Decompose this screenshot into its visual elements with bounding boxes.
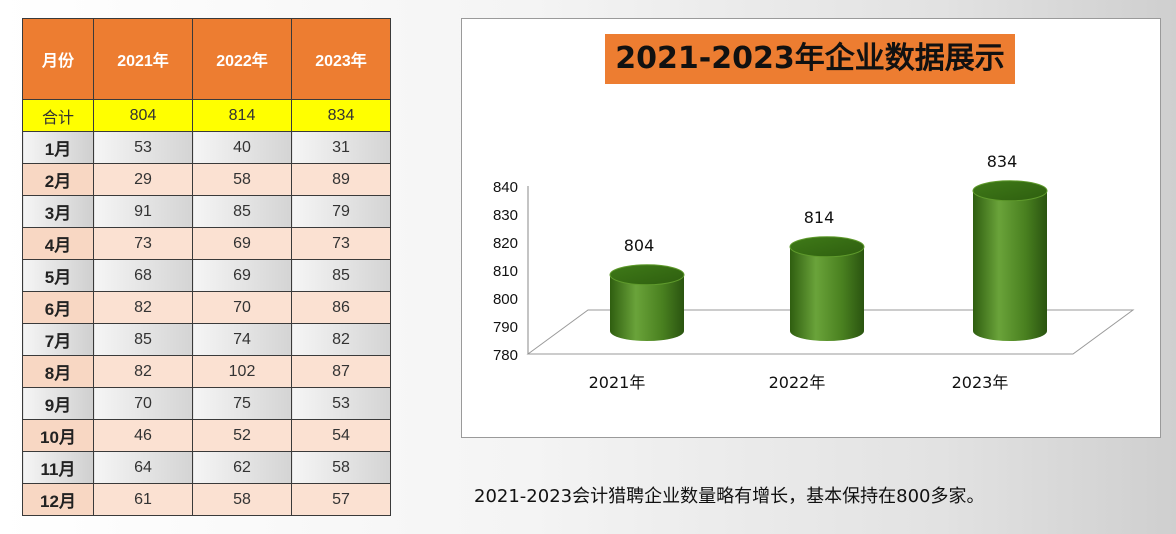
month-cell: 1月	[22, 131, 94, 164]
table-row: 9月 70 75 53	[22, 387, 391, 420]
bar-cylinder-top	[972, 180, 1048, 202]
table-row: 10月 46 52 54	[22, 419, 391, 452]
value-cell: 70	[192, 291, 292, 324]
month-cell: 11月	[22, 451, 94, 484]
value-cell: 73	[291, 227, 391, 260]
table-row: 4月 73 69 73	[22, 227, 391, 260]
data-label: 834	[987, 152, 1018, 171]
summary-note: 2021-2023会计猎聘企业数量略有增长，基本保持在800多家。	[474, 486, 985, 507]
value-cell: 58	[192, 163, 292, 196]
value-cell: 70	[93, 387, 193, 420]
month-cell: 9月	[22, 387, 94, 420]
bar-chart: 780 790 800 810 820 830 840 804 2021年 814 2022年 834…	[493, 152, 1135, 392]
total-row: 合计 804 814 834	[22, 99, 391, 132]
header-2023: 2023年	[291, 18, 391, 100]
value-cell: 89	[291, 163, 391, 196]
value-cell: 40	[192, 131, 292, 164]
bar-cylinder-2023年	[973, 190, 1047, 341]
value-cell: 53	[291, 387, 391, 420]
table-row: 1月 53 40 31	[22, 131, 391, 164]
month-cell: 2月	[22, 163, 94, 196]
x-tick-label: 2022年	[769, 373, 826, 392]
month-cell: 4月	[22, 227, 94, 260]
value-cell: 85	[291, 259, 391, 292]
data-table-container: 月份 2021年 2022年 2023年 合计 804 814 834 1月 53…	[22, 18, 391, 516]
y-tick-label: 830	[493, 207, 518, 224]
table-row: 6月 82 70 86	[22, 291, 391, 324]
value-cell: 69	[192, 259, 292, 292]
bar-cylinder-top	[609, 264, 685, 286]
chart-panel: 780 790 800 810 820 830 840 804 2021年 814 2022年 834…	[461, 18, 1161, 438]
value-cell: 46	[93, 419, 193, 452]
value-cell: 82	[93, 291, 193, 324]
value-cell: 73	[93, 227, 193, 260]
bar-cylinder-top	[789, 236, 865, 258]
value-cell: 61	[93, 483, 193, 516]
value-cell: 85	[93, 323, 193, 356]
table-header-row: 月份 2021年 2022年 2023年	[22, 18, 391, 100]
value-cell: 74	[192, 323, 292, 356]
table-row: 5月 68 69 85	[22, 259, 391, 292]
value-cell: 91	[93, 195, 193, 228]
header-2021: 2021年	[93, 18, 193, 100]
header-month: 月份	[22, 18, 94, 100]
table-row: 12月 61 58 57	[22, 483, 391, 516]
data-label: 814	[804, 208, 835, 227]
value-cell: 102	[192, 355, 292, 388]
value-cell: 29	[93, 163, 193, 196]
y-tick-label: 790	[493, 319, 518, 336]
value-cell: 62	[192, 451, 292, 484]
value-cell: 54	[291, 419, 391, 452]
y-tick-label: 810	[493, 263, 518, 280]
y-tick-label: 780	[493, 347, 518, 364]
month-cell: 8月	[22, 355, 94, 388]
total-2023: 834	[291, 99, 391, 132]
value-cell: 68	[93, 259, 193, 292]
month-cell: 12月	[22, 483, 94, 516]
total-2021: 804	[93, 99, 193, 132]
data-label: 804	[624, 236, 655, 255]
value-cell: 31	[291, 131, 391, 164]
month-cell: 5月	[22, 259, 94, 292]
value-cell: 57	[291, 483, 391, 516]
x-tick-label: 2021年	[589, 373, 646, 392]
value-cell: 58	[291, 451, 391, 484]
value-cell: 85	[192, 195, 292, 228]
y-tick-label: 840	[493, 179, 518, 196]
month-cell: 6月	[22, 291, 94, 324]
header-2022: 2022年	[192, 18, 292, 100]
total-2022: 814	[192, 99, 292, 132]
value-cell: 82	[93, 355, 193, 388]
table-row: 11月 64 62 58	[22, 451, 391, 484]
total-label: 合计	[22, 99, 94, 132]
value-cell: 82	[291, 323, 391, 356]
table-row: 2月 29 58 89	[22, 163, 391, 196]
table-row: 7月 85 74 82	[22, 323, 391, 356]
bar-cylinder-2022年	[790, 246, 864, 341]
value-cell: 75	[192, 387, 292, 420]
value-cell: 69	[192, 227, 292, 260]
value-cell: 52	[192, 419, 292, 452]
month-cell: 7月	[22, 323, 94, 356]
value-cell: 79	[291, 195, 391, 228]
y-tick-label: 820	[493, 235, 518, 252]
value-cell: 87	[291, 355, 391, 388]
x-tick-label: 2023年	[952, 373, 1009, 392]
chart-title: 2021-2023年企业数据展示	[605, 34, 1015, 84]
table-row: 8月 82 102 87	[22, 355, 391, 388]
table-row: 3月 91 85 79	[22, 195, 391, 228]
value-cell: 64	[93, 451, 193, 484]
y-tick-label: 800	[493, 291, 518, 308]
data-table: 月份 2021年 2022年 2023年 合计 804 814 834 1月 53…	[22, 18, 391, 516]
value-cell: 86	[291, 291, 391, 324]
month-cell: 10月	[22, 419, 94, 452]
value-cell: 58	[192, 483, 292, 516]
month-cell: 3月	[22, 195, 94, 228]
bar-cylinder-2021年	[610, 274, 684, 341]
value-cell: 53	[93, 131, 193, 164]
